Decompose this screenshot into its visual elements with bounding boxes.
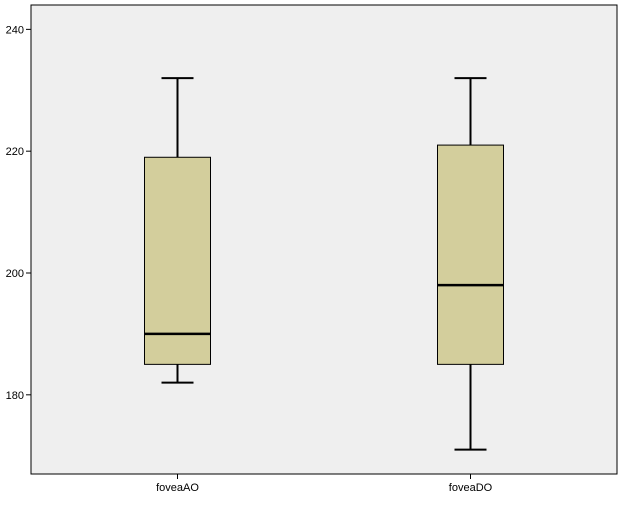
x-tick-label: foveaAO <box>156 482 199 494</box>
box-foveaAO <box>144 77 211 384</box>
x-tick-label: foveaDO <box>449 482 493 494</box>
y-tick-label: 180 <box>6 390 24 402</box>
y-tick-label: 240 <box>6 24 24 36</box>
plot-area <box>30 4 618 475</box>
boxes-group <box>144 77 504 451</box>
y-axis: 180 200 220 240 <box>6 24 31 402</box>
box-foveaDO <box>437 77 504 451</box>
x-axis: foveaAO foveaDO <box>156 474 493 494</box>
y-tick-label: 200 <box>6 268 24 280</box>
y-tick-label: 220 <box>6 146 24 158</box>
iqr-box <box>437 144 504 365</box>
iqr-box <box>144 156 211 365</box>
